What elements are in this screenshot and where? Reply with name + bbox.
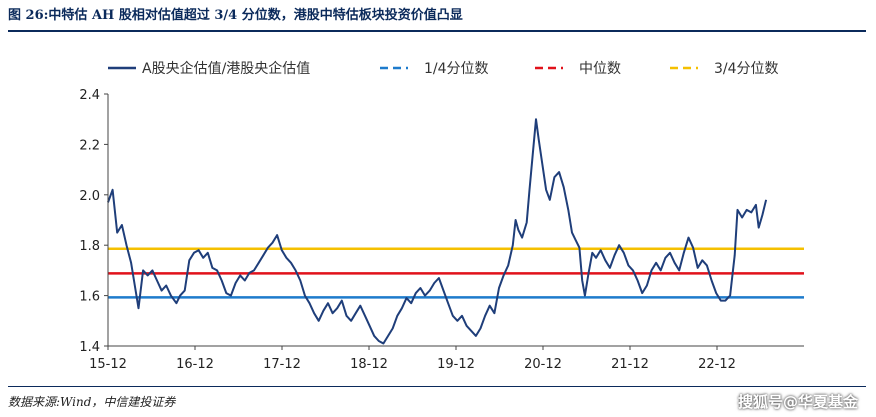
chart-legend: A股央企估值/港股央企估值 1/4分位数 中位数 3/4分位数 [108,60,779,77]
figure-title: 图 26:中特估 AH 股相对估值超过 3/4 分位数，港股中特估板块投资价值凸… [8,8,463,23]
source-rule [8,386,866,387]
y-tick-label: 2.4 [79,88,100,103]
x-tick-label: 15-12 [89,357,127,372]
watermark-text: 搜狐号@华夏基金 [737,393,858,411]
x-tick-label: 16-12 [176,357,214,372]
series-layer [107,118,768,345]
x-tick-label: 17-12 [263,357,301,372]
source-note: 数据来源:Wind，中信建投证券 [8,395,176,409]
legend-label: 中位数 [579,61,621,77]
x-tick-label: 20-12 [524,357,562,372]
title-rule [8,30,866,32]
legend-label: 1/4分位数 [424,61,489,77]
x-tick-label: 18-12 [350,357,388,372]
y-tick-label: 2.0 [79,189,100,204]
x-tick-label: 22-12 [698,357,736,372]
legend-label: 3/4分位数 [714,61,779,77]
legend-label: A股央企估值/港股央企估值 [142,60,310,77]
axes: 1.4 1.6 1.8 2.0 2.2 2.4 15-12 16-12 17-12 18-12 19… [79,88,804,372]
y-tick-label: 1.8 [79,239,100,254]
x-tick-label: 19-12 [437,357,475,372]
y-tick-label: 1.6 [79,290,100,305]
series-line [107,118,768,345]
y-tick-label: 2.2 [79,138,100,153]
line-chart: A股央企估值/港股央企估值 1/4分位数 中位数 3/4分位数 1.4 1.6 1.8 2.… [79,60,804,372]
x-tick-label: 21-12 [611,357,649,372]
reference-lines [108,247,804,299]
y-tick-label: 1.4 [79,340,100,355]
